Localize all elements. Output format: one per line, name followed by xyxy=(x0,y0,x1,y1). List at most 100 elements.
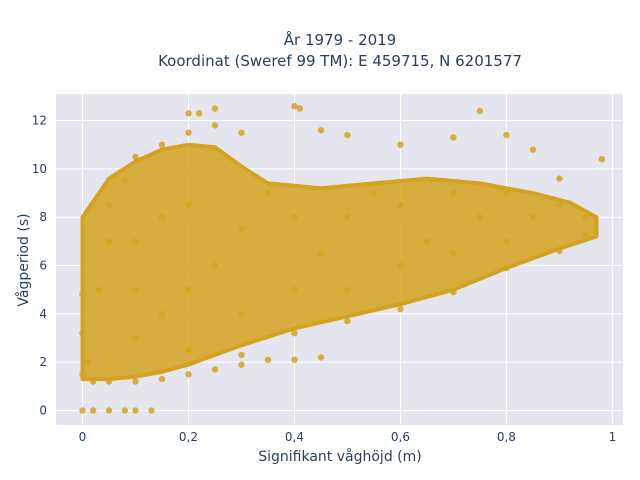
scatter-point xyxy=(89,407,97,414)
x-tick-label: 0,8 xyxy=(497,430,516,444)
scatter-point xyxy=(582,214,590,221)
y-tick-label: 4 xyxy=(39,307,47,321)
scatter-point xyxy=(503,131,510,139)
scatter-point xyxy=(291,102,298,110)
scatter-point xyxy=(397,141,404,148)
scatter-point xyxy=(317,127,325,134)
scatter-point xyxy=(238,129,245,136)
scatter-point xyxy=(582,230,590,238)
scatter-point xyxy=(158,141,166,148)
scatter-point xyxy=(450,189,457,197)
scatter-point xyxy=(238,310,245,318)
scatter-point xyxy=(344,317,351,325)
y-axis-label: Vågperiod (s) xyxy=(15,213,32,306)
scatter-point xyxy=(121,177,129,185)
scatter-point xyxy=(132,334,139,342)
scatter-point xyxy=(344,131,351,139)
scatter-point xyxy=(450,250,457,257)
dense-point-region xyxy=(80,142,599,382)
scatter-point xyxy=(556,175,563,182)
scatter-point xyxy=(211,122,219,129)
scatter-point xyxy=(291,214,298,221)
y-tick-label: 0 xyxy=(39,404,47,418)
scatter-point xyxy=(503,238,510,245)
scatter-point xyxy=(556,247,563,255)
scatter-point xyxy=(185,129,192,136)
scatter-point xyxy=(317,250,325,257)
scatter-point xyxy=(195,110,203,117)
scatter-point xyxy=(556,201,563,209)
scatter-point xyxy=(238,351,245,359)
chart-title-line-1: År 1979 - 2019 xyxy=(284,30,397,49)
scatter-point xyxy=(450,134,457,141)
scatter-point xyxy=(264,189,272,197)
scatter-point xyxy=(503,264,510,272)
scatter-point xyxy=(291,286,298,293)
scatter-point xyxy=(370,189,378,197)
x-tick-label: 0,6 xyxy=(391,430,410,444)
scatter-point xyxy=(238,361,245,368)
scatter-point xyxy=(423,238,431,245)
scatter-point xyxy=(397,201,404,209)
scatter-point xyxy=(79,330,86,337)
y-tick-label: 6 xyxy=(39,259,47,273)
y-tick-label: 12 xyxy=(32,114,47,128)
scatter-point xyxy=(450,288,457,296)
y-tick-label: 8 xyxy=(39,210,47,224)
x-tick-label: 0,2 xyxy=(179,430,198,444)
scatter-point xyxy=(529,146,537,153)
chart-title-line-2: Koordinat (Sweref 99 TM): E 459715, N 62… xyxy=(158,52,522,70)
scatter-point xyxy=(158,214,166,221)
scatter-point xyxy=(211,366,219,373)
scatter-point xyxy=(95,286,102,293)
scatter-point-cloud xyxy=(80,142,599,382)
scatter-point xyxy=(79,291,86,298)
scatter-point xyxy=(185,371,192,378)
scatter-point xyxy=(105,201,113,209)
scatter-point xyxy=(158,375,166,383)
scatter-point xyxy=(185,286,192,293)
scatter-point xyxy=(132,238,139,245)
y-tick-label: 2 xyxy=(39,355,47,369)
scatter-point xyxy=(529,214,537,221)
scatter-point xyxy=(397,262,404,269)
scatter-point xyxy=(105,407,113,414)
scatter-point xyxy=(344,286,351,293)
scatter-point xyxy=(132,153,139,160)
scatter-point xyxy=(185,110,192,117)
scatter-point xyxy=(598,156,605,163)
scatter-point xyxy=(476,107,484,115)
scatter-point xyxy=(264,356,272,363)
x-tick-label: 0 xyxy=(79,430,87,444)
scatter-point xyxy=(79,407,86,414)
scatter-point xyxy=(397,305,404,313)
scatter-point xyxy=(105,378,113,385)
scatter-point xyxy=(503,189,510,197)
scatter-point xyxy=(291,356,298,363)
x-axis-label: Signifikant våghöjd (m) xyxy=(258,448,421,465)
scatter-point xyxy=(291,330,298,337)
scatter-point xyxy=(132,407,139,414)
scatter-point xyxy=(158,310,166,318)
scatter-point xyxy=(317,354,325,361)
scatter-point xyxy=(296,105,303,112)
x-tick-label: 0,4 xyxy=(285,430,304,444)
x-tick-label: 1 xyxy=(609,430,617,444)
scatter-point xyxy=(132,286,139,293)
scatter-points xyxy=(79,102,605,414)
scatter-point xyxy=(211,105,219,112)
scatter-point xyxy=(105,238,113,245)
scatter-point xyxy=(148,407,155,414)
scatter-point xyxy=(238,226,245,233)
scatter-point xyxy=(185,201,192,209)
scatter-point xyxy=(344,214,351,221)
y-tick-label: 10 xyxy=(32,162,47,176)
scatter-point xyxy=(185,346,192,354)
scatter-point xyxy=(121,407,129,414)
scatter-point xyxy=(84,359,92,366)
scatter-point xyxy=(132,378,139,385)
scatter-point xyxy=(79,371,86,378)
scatter-point xyxy=(476,214,484,221)
